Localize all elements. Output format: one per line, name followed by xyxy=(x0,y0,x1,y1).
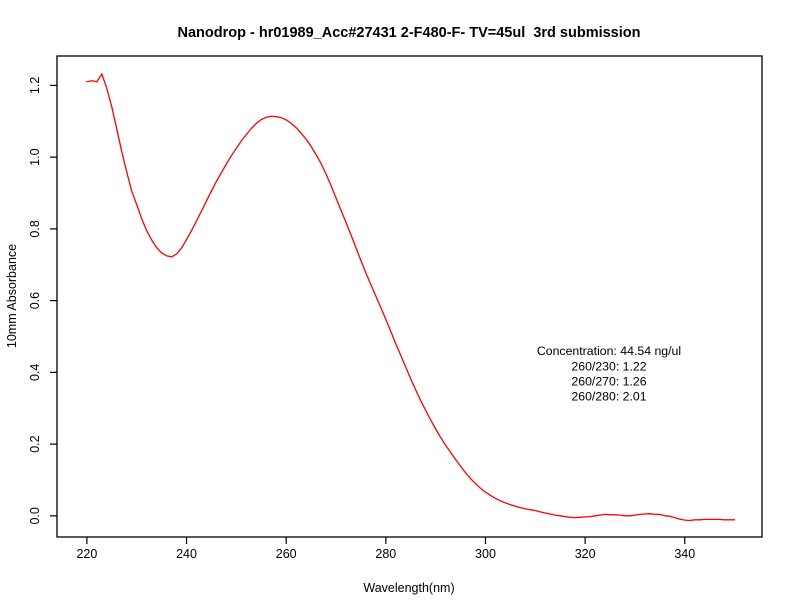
y-tick-label: 0.2 xyxy=(28,435,42,452)
y-tick-label: 0.6 xyxy=(28,292,42,309)
y-axis-label: 10mm Absorbance xyxy=(5,244,19,348)
y-tick-label: 0.4 xyxy=(28,364,42,381)
x-tick-label: 280 xyxy=(375,547,396,561)
y-tick-label: 0.8 xyxy=(28,220,42,237)
x-axis-label: Wavelength(nm) xyxy=(363,581,454,595)
y-tick-label: 1.0 xyxy=(28,148,42,165)
annotation-concentration: Concentration: 44.54 ng/ul xyxy=(537,344,681,358)
annotation-ratio-260-230: 260/230: 1.22 xyxy=(571,360,646,374)
axis-ticks: 220 240 260 280 300 320 340 0.0 0.2 0.4 0.6 0.8 1.0 1… xyxy=(28,77,695,561)
x-tick-label: 260 xyxy=(276,547,297,561)
x-tick-label: 320 xyxy=(575,547,596,561)
plot-box xyxy=(56,55,763,538)
x-tick-label: 300 xyxy=(475,547,496,561)
y-tick-label: 1.2 xyxy=(28,77,42,94)
chart-title: Nanodrop - hr01989_Acc#27431 2-F480-F- T… xyxy=(178,25,641,41)
y-tick-label: 0.0 xyxy=(28,507,42,524)
spectrum-curve xyxy=(86,73,736,522)
annotation-ratio-260-280: 260/280: 2.01 xyxy=(571,390,646,404)
x-tick-label: 240 xyxy=(176,547,197,561)
annotation-block: Concentration: 44.54 ng/ul 260/230: 1.22… xyxy=(537,344,681,404)
x-tick-label: 220 xyxy=(76,547,97,561)
x-tick-label: 340 xyxy=(674,547,695,561)
annotation-ratio-260-270: 260/270: 1.26 xyxy=(571,375,646,389)
